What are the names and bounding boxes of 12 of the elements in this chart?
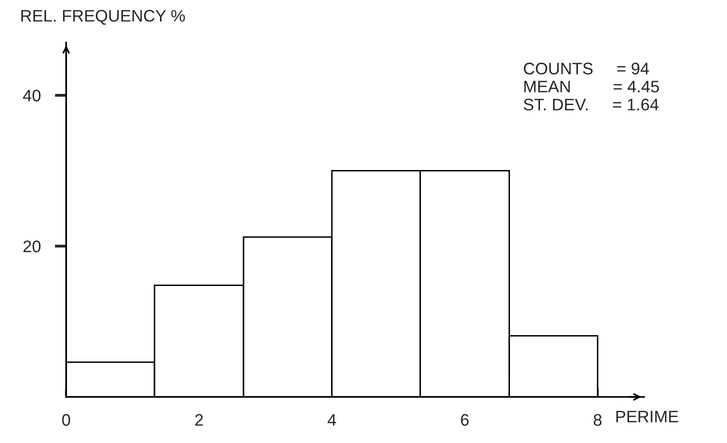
- x-tick-label: 8: [594, 414, 602, 426]
- x-tick-label: 6: [460, 414, 469, 426]
- x-tick-label: 0: [62, 414, 70, 426]
- x-axis-title: PERIME: [616, 410, 678, 422]
- annotation: COUNTS = 94: [524, 62, 649, 74]
- y-tick-label: 40: [23, 90, 41, 102]
- y-axis-title: REL. FREQUENCY %: [21, 10, 185, 25]
- annotation: MEAN = 4.45: [524, 80, 659, 92]
- x-tick-label: 4: [328, 414, 336, 426]
- x-tick-label: 2: [195, 414, 203, 426]
- annotation: ST. DEV. = 1.64: [524, 98, 659, 110]
- y-tick-label: 20: [23, 240, 41, 252]
